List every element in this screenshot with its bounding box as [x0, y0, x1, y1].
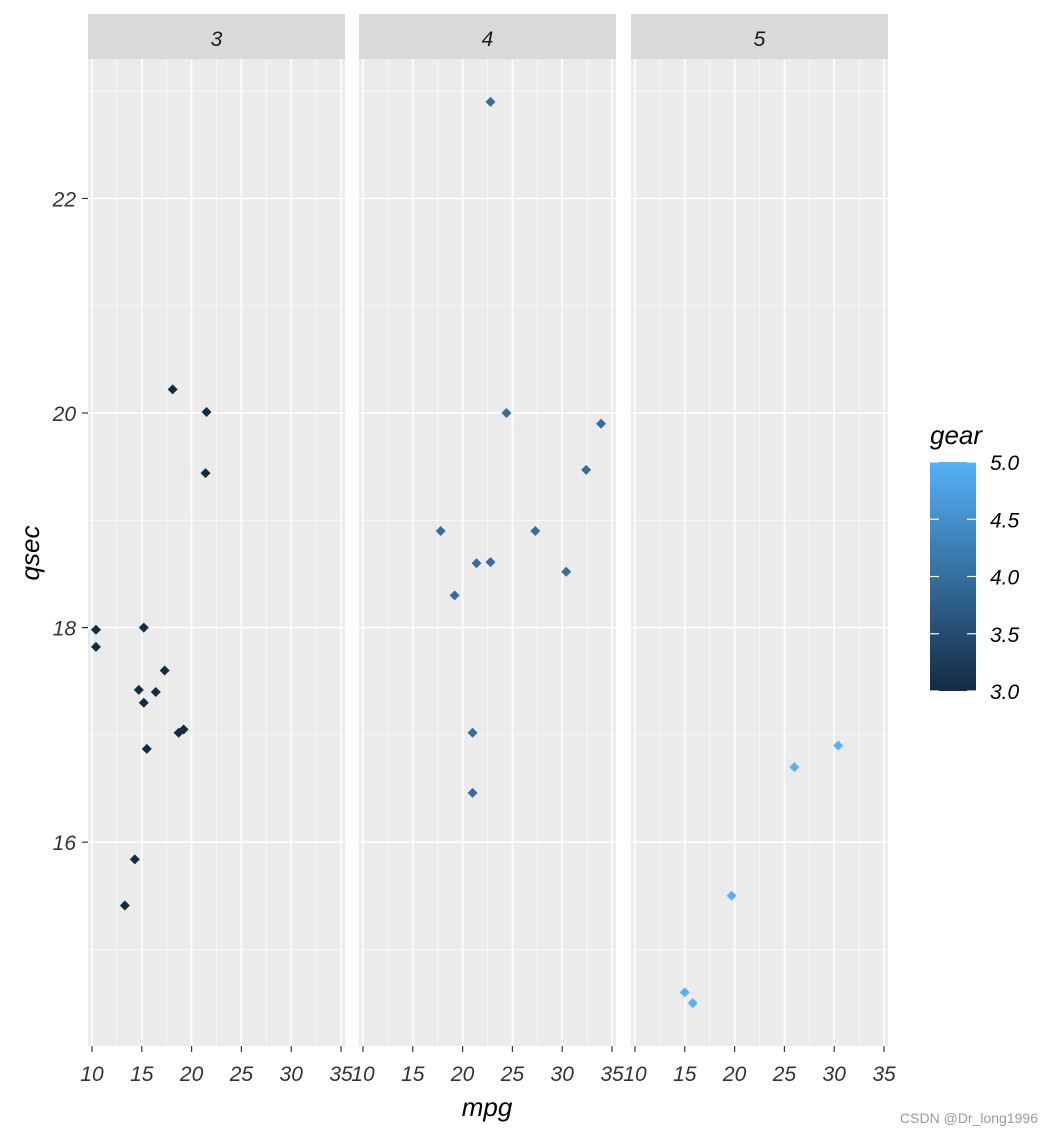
legend-tick-label: 5.0: [990, 452, 1020, 475]
data-point: [679, 987, 690, 998]
legend-tick-label: 4.5: [990, 509, 1020, 532]
watermark: CSDN @Dr_long1996: [900, 1110, 1038, 1126]
x-axis-title: mpg: [462, 1092, 513, 1122]
data-point: [833, 740, 844, 751]
data-point: [150, 686, 161, 697]
facet-strip-label: 3: [211, 28, 223, 51]
data-point: [119, 900, 130, 911]
x-tick-label: 35: [600, 1063, 624, 1086]
data-point: [471, 558, 482, 569]
data-point: [561, 566, 572, 577]
data-point: [90, 641, 101, 652]
data-point: [467, 727, 478, 738]
y-tick-label: 16: [53, 832, 77, 855]
x-tick-label: 10: [623, 1063, 647, 1086]
data-point: [167, 384, 178, 395]
data-point: [530, 526, 541, 537]
x-tick-label: 10: [351, 1063, 375, 1086]
data-point: [789, 762, 800, 773]
facet-strip-label: 4: [482, 28, 494, 51]
x-tick-label: 25: [229, 1063, 254, 1086]
x-tick-label: 30: [823, 1063, 847, 1086]
data-point: [178, 724, 189, 735]
data-point: [581, 464, 592, 475]
x-tick-label: 30: [280, 1063, 304, 1086]
x-tick-label: 20: [450, 1063, 475, 1086]
data-point: [596, 418, 607, 429]
facet-strip: [88, 14, 345, 59]
data-point: [133, 684, 144, 695]
legend-title: gear: [930, 420, 983, 450]
data-point: [726, 890, 737, 901]
data-point: [485, 96, 496, 107]
data-point: [435, 526, 446, 537]
facet-strip-label: 5: [754, 28, 766, 51]
x-tick-label: 25: [772, 1063, 797, 1086]
data-point: [449, 590, 460, 601]
y-tick-label: 18: [53, 618, 77, 641]
x-tick-label: 20: [179, 1063, 204, 1086]
x-tick-label: 35: [329, 1063, 353, 1086]
data-point: [141, 743, 152, 754]
data-point: [200, 468, 211, 479]
data-point: [90, 624, 101, 635]
data-point: [159, 665, 170, 676]
x-tick-label: 30: [551, 1063, 575, 1086]
legend-tick-label: 3.0: [990, 681, 1020, 704]
data-point: [201, 406, 212, 417]
data-point: [485, 557, 496, 568]
x-tick-label: 15: [673, 1063, 697, 1086]
facet-strip: [631, 14, 888, 59]
y-axis-title: qsec: [15, 526, 45, 581]
x-tick-label: 25: [500, 1063, 525, 1086]
x-tick-label: 20: [722, 1063, 747, 1086]
y-tick-label: 20: [52, 403, 77, 426]
data-point: [138, 697, 149, 708]
data-point: [129, 854, 140, 865]
y-tick-label: 22: [52, 188, 77, 211]
x-tick-label: 15: [130, 1063, 154, 1086]
x-tick-label: 15: [401, 1063, 425, 1086]
data-point: [501, 408, 512, 419]
legend-tick-label: 3.5: [990, 624, 1020, 647]
data-point: [467, 787, 478, 798]
x-tick-label: 10: [80, 1063, 104, 1086]
legend-tick-label: 4.0: [990, 567, 1020, 590]
x-tick-label: 35: [872, 1063, 896, 1086]
data-point: [138, 622, 149, 633]
data-point: [687, 998, 698, 1009]
facet-strip: [359, 14, 616, 59]
